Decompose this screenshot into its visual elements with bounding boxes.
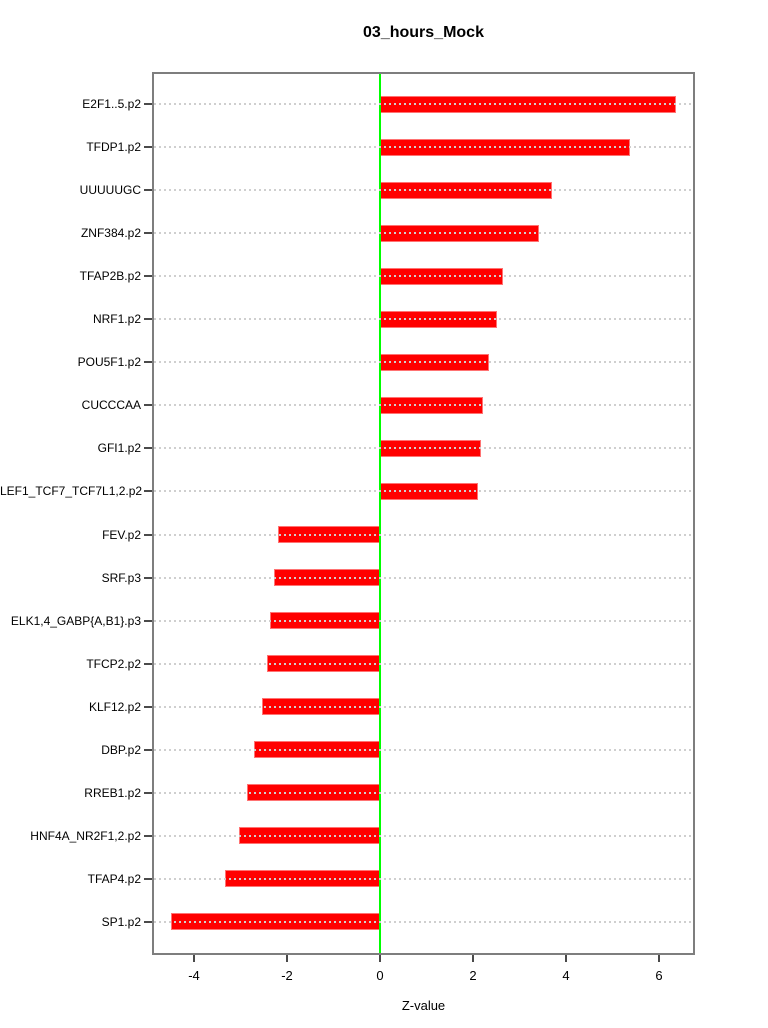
y-tick (144, 576, 152, 579)
x-tick (192, 955, 195, 962)
y-axis-label: TFCP2.p2 (86, 656, 141, 671)
y-tick (144, 318, 152, 321)
chart-title: 03_hours_Mock (363, 24, 484, 41)
y-axis-label: LEF1_TCF7_TCF7L1,2.p2 (0, 484, 143, 499)
y-tick (144, 748, 152, 751)
y-axis-label: SP1.p2 (101, 914, 141, 929)
y-axis-label: DBP.p2 (101, 742, 141, 757)
grid-line (154, 834, 693, 837)
y-tick (144, 877, 152, 880)
x-tick-label: 2 (469, 968, 477, 983)
y-tick (144, 275, 152, 278)
y-axis-label: TFAP4.p2 (87, 871, 141, 886)
y-tick (144, 189, 152, 192)
y-axis-label: HNF4A_NR2F1,2.p2 (30, 828, 141, 843)
grid-line (154, 791, 693, 794)
x-tick-label: -4 (188, 968, 200, 983)
y-axis-label: TFDP1.p2 (86, 140, 141, 155)
y-axis-label: E2F1..5.p2 (82, 97, 141, 111)
y-tick (144, 361, 152, 364)
grid-line (154, 877, 693, 880)
grid-line (154, 146, 693, 149)
y-tick (144, 146, 152, 149)
zero-line (379, 74, 382, 953)
y-axis-label: GFI1.p2 (97, 441, 141, 456)
y-axis-label: CUCCCAA (81, 398, 141, 413)
grid-line (154, 404, 693, 407)
grid-line (154, 189, 693, 192)
grid-line (154, 576, 693, 579)
grid-line (154, 490, 693, 493)
y-tick (144, 920, 152, 923)
y-axis-label: TFAP2B.p2 (79, 269, 141, 284)
grid-line (154, 619, 693, 622)
plot-area (152, 72, 695, 955)
grid-line (154, 662, 693, 665)
y-tick (144, 447, 152, 450)
grid-line (154, 920, 693, 923)
grid-line (154, 533, 693, 536)
y-axis-label: ZNF384.p2 (80, 226, 141, 241)
x-tick (286, 955, 288, 962)
y-tick (144, 533, 152, 536)
y-tick (144, 490, 152, 493)
grid-line (154, 361, 693, 364)
y-axis-label: SRF.p3 (101, 570, 141, 585)
y-tick (144, 834, 152, 837)
y-tick (144, 103, 152, 105)
grid-line (154, 447, 693, 450)
y-axis-label: NRF1.p2 (92, 312, 141, 327)
grid-line (154, 103, 693, 105)
y-axis-label: UUUUUGC (79, 183, 141, 198)
x-tick-label: 6 (655, 968, 663, 983)
y-tick (144, 705, 152, 708)
y-tick (144, 404, 152, 407)
x-tick (472, 955, 475, 962)
x-tick-label: -2 (281, 968, 293, 983)
y-tick (144, 619, 152, 622)
y-axis-label: KLF12.p2 (88, 699, 141, 714)
y-tick (144, 232, 152, 235)
y-axis-label: ELK1,4_GABP{A,B1}.p3 (10, 613, 141, 628)
y-axis-label: FEV.p2 (102, 527, 141, 542)
grid-line (154, 705, 693, 708)
x-tick-label: 0 (376, 968, 384, 983)
grid-line (154, 232, 693, 235)
grid-line (154, 748, 693, 751)
y-tick (144, 791, 152, 794)
x-tick-label: 4 (562, 968, 570, 983)
x-tick (565, 955, 568, 962)
y-axis-label: RREB1.p2 (84, 785, 141, 800)
x-tick (658, 955, 661, 962)
y-tick (144, 662, 152, 665)
grid-line (154, 275, 693, 278)
grid-line (154, 318, 693, 321)
x-tick (379, 955, 382, 962)
x-axis-title: Z-value (401, 998, 446, 1013)
y-axis-label: POU5F1.p2 (77, 355, 141, 370)
